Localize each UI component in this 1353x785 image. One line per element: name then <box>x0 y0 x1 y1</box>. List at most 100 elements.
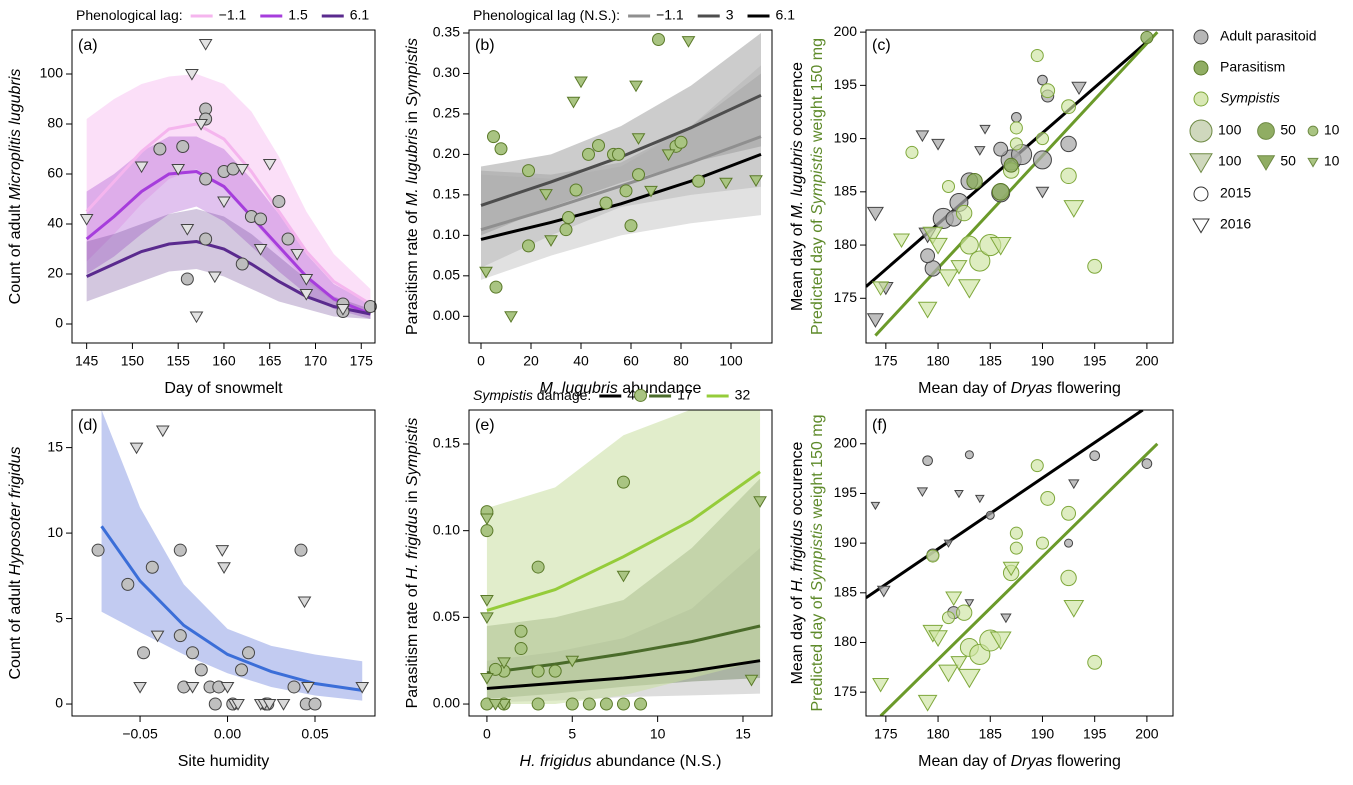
point-circle <box>199 232 213 246</box>
confidence-band <box>481 73 761 268</box>
point-triangle <box>957 668 981 689</box>
fit-line <box>866 410 1144 600</box>
point-circle <box>969 250 991 272</box>
point-triangle <box>479 266 493 279</box>
point-triangle <box>336 304 350 316</box>
point-circle <box>599 697 613 711</box>
point-triangle <box>301 681 315 694</box>
fit-line <box>486 470 761 612</box>
legend-size-label: 100 <box>1218 122 1242 138</box>
point-circle <box>926 549 940 563</box>
point-circle <box>922 455 933 467</box>
point-triangle <box>290 249 305 261</box>
shared-legend: Adult parasitoid Parasitism Sympistis 100 50… <box>1189 28 1340 234</box>
y-axis-title: Parasitism rate of H. frigidus in Sympis… <box>404 418 421 709</box>
y-axis-title-part: Microplitis lugubris <box>7 69 24 201</box>
point-circle <box>488 662 502 676</box>
plot-frame <box>71 29 376 344</box>
point-triangle <box>644 185 658 198</box>
y-tick-label: 180 <box>834 236 858 252</box>
point-circle <box>514 624 528 638</box>
point-triangle <box>480 612 494 625</box>
point-circle <box>194 663 208 677</box>
point-triangle <box>504 311 518 323</box>
panel-label: (c) <box>872 37 891 54</box>
y-axis-title-part: Sympistis <box>404 418 421 486</box>
point-circle <box>522 164 535 178</box>
confidence-band <box>481 65 761 280</box>
fit-line <box>86 239 371 316</box>
point-triangle <box>749 175 763 187</box>
point-triangle <box>922 226 944 245</box>
point-circle <box>1087 258 1103 274</box>
panel-label: (b) <box>475 37 495 54</box>
point-circle <box>955 604 973 621</box>
x-tick-label: 145 <box>75 353 99 369</box>
x-tick-label: 40 <box>573 353 589 369</box>
y-axis-title-part: weight 150 mg <box>809 414 826 523</box>
point-circle <box>180 272 194 286</box>
point-triangle <box>133 681 147 694</box>
y-tick-label: 20 <box>47 265 63 281</box>
point-circle <box>1061 505 1077 521</box>
point-circle <box>294 543 308 557</box>
plot-area <box>866 410 1159 716</box>
legend-label: Parasitism <box>1220 59 1285 75</box>
y-axis-title-part: Parasitism rate of <box>404 206 421 335</box>
legend-label: Adult parasitoid <box>1220 28 1317 44</box>
point-triangle <box>185 681 200 694</box>
y-tick-label: 100 <box>40 65 64 81</box>
point-circle <box>363 300 377 313</box>
point-circle <box>612 147 625 161</box>
point-triangle <box>917 301 938 319</box>
x-tick-label: 0.00 <box>214 726 241 742</box>
panel-label: (d) <box>78 417 98 434</box>
x-axis-title-part: H. frigidus <box>520 753 592 770</box>
x-tick-label: 175 <box>350 353 374 369</box>
point-triangle <box>217 196 231 209</box>
x-tick-label: −0.05 <box>122 726 158 742</box>
point-circle <box>1003 157 1019 173</box>
y-tick-label: 200 <box>834 23 858 39</box>
point-triangle <box>262 699 277 711</box>
fit-line <box>486 659 761 690</box>
y-axis-title-part: Mean day of <box>789 592 806 685</box>
point-circle <box>941 179 956 194</box>
legend-size-symbol <box>1189 119 1213 143</box>
point-circle <box>569 183 583 197</box>
point-circle <box>1060 135 1077 153</box>
point-circle <box>1040 83 1056 99</box>
point-circle <box>531 664 545 678</box>
y-tick-label: 0.10 <box>433 521 460 537</box>
x-tick-label: 155 <box>167 353 191 369</box>
x-tick-label: 190 <box>1031 726 1055 742</box>
fit-line <box>480 153 762 241</box>
fit-line <box>879 442 1159 716</box>
x-axis-title: Day of snowmelt <box>164 380 283 397</box>
point-circle <box>137 646 151 660</box>
y-axis-title-part: Parasitism rate of <box>404 579 421 708</box>
panel-label: (f) <box>872 417 887 434</box>
legend-size-symbol <box>1256 155 1276 171</box>
plot-frame <box>865 29 1174 344</box>
x-tick-label: 160 <box>212 353 236 369</box>
y-axis-title: Mean day of H. frigidus occurence <box>789 442 806 685</box>
confidence-band <box>481 32 761 236</box>
y-axis-title: Count of adult Hyposoter frigidus <box>7 446 24 679</box>
legend-size-symbol <box>1257 122 1275 140</box>
y-axis-title-part: weight 150 mg <box>809 38 826 147</box>
point-triangle <box>1068 479 1080 490</box>
x-axis-title: Mean day of Dryas flowering <box>918 753 1121 770</box>
point-circle <box>235 663 249 677</box>
point-circle <box>176 140 190 153</box>
y-tick-label: 175 <box>834 289 858 305</box>
point-triangle <box>917 694 938 712</box>
fit-line <box>100 525 363 692</box>
y-tick-label: 175 <box>834 683 858 699</box>
point-triangle <box>681 36 696 48</box>
point-triangle <box>979 124 991 135</box>
point-circle <box>905 145 919 159</box>
point-circle <box>173 629 187 643</box>
legend-label: 3 <box>726 7 734 23</box>
